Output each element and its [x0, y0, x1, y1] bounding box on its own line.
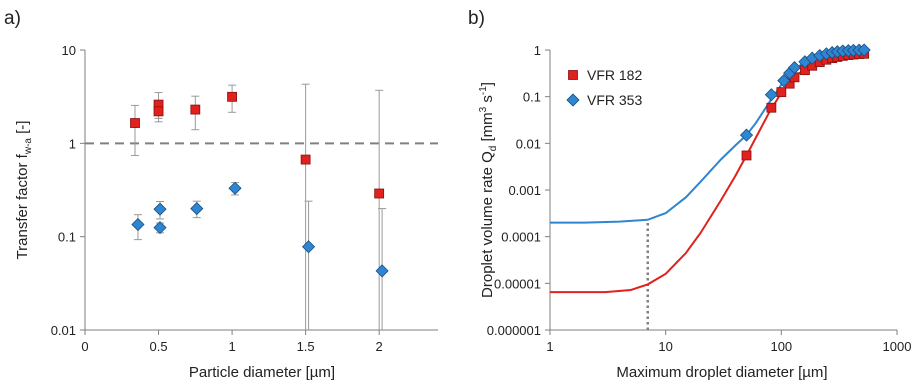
panel-a-y-tick-label: 1: [69, 136, 76, 151]
panel-b-y-axis-title-unit-mid: s: [479, 95, 496, 107]
panel-a-y-tick-label: 10: [62, 43, 76, 58]
panel-b-x-tick-label: 100: [770, 339, 792, 354]
panel-a-point-square: [227, 91, 237, 102]
panel-b-y-axis-title-unit-sup2: -1: [478, 86, 489, 95]
panel-a-point-square: [190, 104, 201, 115]
panel-a-y-axis-title-main: Transfer factor f: [14, 153, 31, 259]
panel-a-point-diamond: [228, 181, 242, 195]
panel-a-x-tick-label: 0.5: [150, 339, 168, 354]
panel-b-y-axis-title-unit-post: ]: [479, 82, 496, 86]
panel-b-point-diamond: [777, 74, 791, 88]
panel-a-point-square: [300, 154, 311, 165]
panel-a-point-diamond: [153, 221, 167, 235]
panel-a-point-square: [130, 118, 140, 128]
panel-b-point-diamond: [739, 128, 754, 142]
panel-b-chart: b) 1 10 100 1000 0.000001 0.00001 0.0001 0.001 0…: [468, 8, 911, 381]
panel-b-line-vfr-182: [550, 52, 863, 294]
panel-b-y-axis-title-sub: d: [488, 146, 499, 152]
panel-a-point-square: [374, 188, 385, 199]
panel-b-y-tick-label: 0.01: [516, 136, 541, 151]
panel-a-point-square: [153, 106, 164, 117]
panel-b-y-tick-label: 1: [534, 43, 541, 58]
panel-a-x-tick-label: 1: [228, 339, 235, 354]
panel-a-y-tick-label: 0.01: [51, 323, 76, 338]
panel-b-legend-marker: [568, 70, 578, 80]
panel-a-y-axis-title-suffix: [-]: [14, 121, 31, 139]
panel-b-label: b): [468, 8, 485, 29]
panel-a-point-diamond: [131, 217, 145, 232]
panel-a-point-diamond: [302, 240, 316, 254]
panel-b-point-square: [741, 150, 752, 161]
panel-b-point-square: [776, 87, 787, 98]
panel-a-x-tick-label: 1.5: [297, 339, 315, 354]
panel-a-chart: a) 0 0.5 1 1.5 2 0.01 0.1 1 10 Particle diameter…: [4, 8, 438, 381]
panel-a-x-axis-title: Particle diameter [µm]: [189, 364, 335, 381]
panel-b-y-tick-label: 0.0001: [501, 230, 541, 245]
panel-b-y-axis-title-unit-sup1: 3: [478, 106, 489, 112]
panel-b-y-axis-title: Droplet volume rate Qd [mm3 s-1]: [478, 82, 499, 298]
panel-a-y-axis-title: Transfer factor fw-a [-]: [14, 121, 34, 260]
panel-a-label: a): [4, 8, 21, 29]
panel-b-x-tick-label: 1000: [883, 339, 912, 354]
panel-b-y-tick-label: 0.00001: [494, 276, 541, 291]
panel-b-y-axis-title-main: Droplet volume rate Q: [479, 151, 496, 298]
panel-b-y-axis-title-unit-pre: [mm: [479, 112, 496, 145]
panel-a-point-diamond: [375, 264, 389, 278]
panel-b-point-square: [766, 102, 777, 113]
panel-b-y-tick-label: 0.001: [508, 183, 541, 198]
panel-a-x-tick-label: 0: [81, 339, 88, 354]
panel-b-x-tick-label: 10: [658, 339, 672, 354]
panel-a-y-tick-label: 0.1: [58, 230, 76, 245]
panel-b-x-axis-title: Maximum droplet diameter [µm]: [616, 364, 827, 381]
panel-b-legend-marker: [566, 93, 580, 107]
panel-b-y-tick-label: 0.000001: [487, 323, 541, 338]
panel-b-legend-label: VFR 182: [587, 67, 642, 83]
panel-b-x-tick-label: 1: [546, 339, 553, 354]
panel-b-point-diamond: [787, 61, 802, 75]
panel-b-point-diamond: [857, 43, 871, 57]
panel-b-legend-label: VFR 353: [587, 92, 642, 108]
panel-a-point-diamond: [153, 202, 167, 216]
panel-b-y-tick-label: 0.1: [523, 90, 541, 105]
panel-a-point-diamond: [190, 202, 204, 216]
panel-b-point-diamond: [764, 88, 778, 102]
panel-a-x-tick-label: 2: [376, 339, 383, 354]
panel-a-y-axis-title-sub: w-a: [23, 138, 34, 156]
